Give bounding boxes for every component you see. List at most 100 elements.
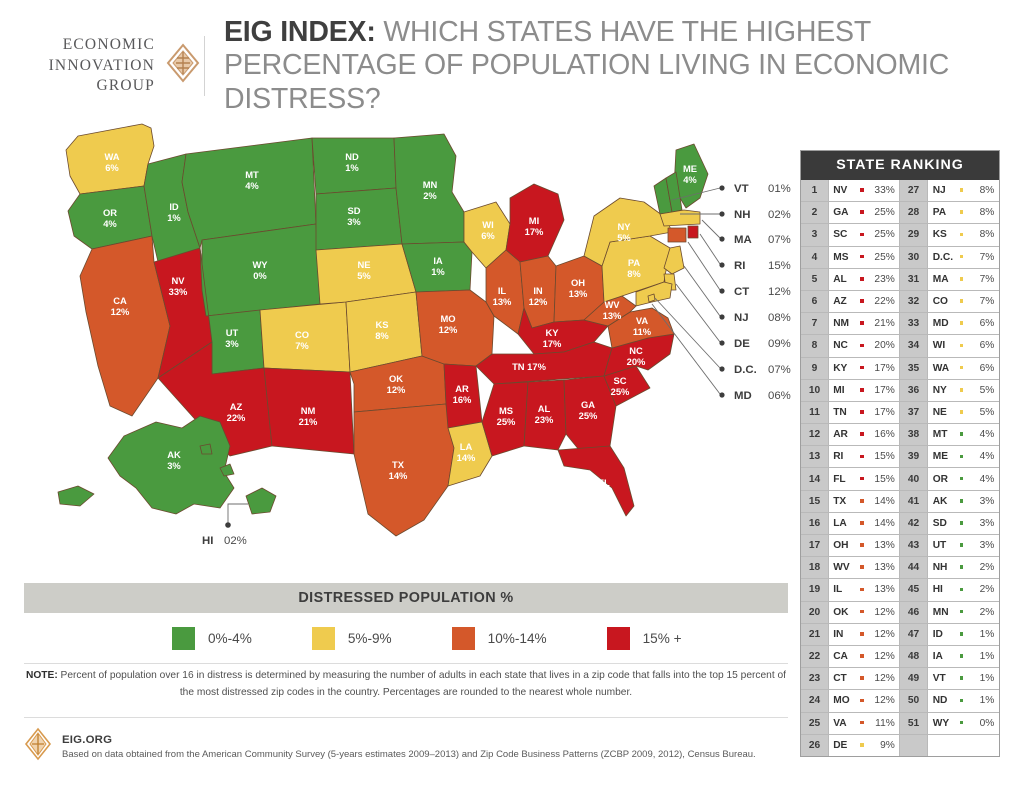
rank-entry-left: TX 14% xyxy=(829,490,900,512)
state-TN[interactable] xyxy=(475,341,613,385)
svg-text:ND: ND xyxy=(345,151,359,162)
svg-text:SD: SD xyxy=(347,205,360,216)
svg-text:7%: 7% xyxy=(295,340,309,351)
state-HI-isl3[interactable] xyxy=(199,443,213,455)
state-AL[interactable] xyxy=(523,379,567,451)
svg-text:NC: NC xyxy=(629,345,643,356)
note-prefix: NOTE: xyxy=(26,670,58,681)
rank-entry-right: SD 3% xyxy=(928,512,999,534)
page-title: EIG INDEX: WHICH STATES HAVE THE HIGHEST… xyxy=(224,16,1014,117)
legend-item-2: 10%-14% xyxy=(451,626,547,650)
rank-number-right: 33 xyxy=(900,313,928,335)
state-CT[interactable] xyxy=(667,227,687,243)
svg-text:GA: GA xyxy=(581,399,595,410)
svg-text:ID: ID xyxy=(169,201,179,212)
svg-text:13%: 13% xyxy=(569,288,588,299)
rank-entry-left: MO 12% xyxy=(829,690,900,712)
svg-text:3%: 3% xyxy=(167,460,181,471)
state-ranking-title: STATE RANKING xyxy=(801,151,999,180)
rank-number-left: 22 xyxy=(801,645,829,668)
brand-line-2: INNOVATION xyxy=(48,56,155,74)
svg-text:TN 17%: TN 17% xyxy=(512,361,547,372)
rank-entry-right: ND 1% xyxy=(928,690,999,712)
legend-item-0: 0%-4% xyxy=(172,626,252,650)
rank-number-right: 28 xyxy=(900,202,928,224)
rank-entry-left: AL 23% xyxy=(829,268,900,290)
rank-entry-right: WA 6% xyxy=(928,357,999,379)
svg-text:AR: AR xyxy=(455,383,469,394)
svg-text:14%: 14% xyxy=(389,470,408,481)
note-text: NOTE: Percent of population over 16 in d… xyxy=(24,668,788,701)
table-row: 6 AZ 22% 32 CO 7% xyxy=(801,289,999,313)
svg-text:4%: 4% xyxy=(245,180,259,191)
table-row: 14 FL 15% 40 OR 4% xyxy=(801,467,999,490)
state-NJ[interactable] xyxy=(663,245,685,275)
rank-number-left: 2 xyxy=(801,202,829,224)
legend-swatch-yellow xyxy=(311,626,335,650)
svg-text:20%: 20% xyxy=(627,356,646,367)
rank-number-right: 40 xyxy=(900,468,928,490)
svg-text:OR: OR xyxy=(103,207,117,218)
rank-number-right: 35 xyxy=(900,357,928,379)
state-DC[interactable] xyxy=(647,293,656,303)
state-AK-aleutians[interactable] xyxy=(57,485,95,507)
svg-text:UT: UT xyxy=(226,327,239,338)
rank-entry-left: MI 17% xyxy=(829,379,900,401)
svg-text:15%: 15% xyxy=(595,488,614,499)
state-IA[interactable] xyxy=(401,241,473,293)
table-row: 5 AL 23% 31 MA 7% xyxy=(801,267,999,290)
table-row: 12 AR 16% 38 MT 4% xyxy=(801,423,999,446)
state-FL[interactable] xyxy=(557,445,635,517)
svg-text:14%: 14% xyxy=(457,452,476,463)
svg-text:AL: AL xyxy=(538,403,551,414)
rank-number-left: 21 xyxy=(801,623,829,645)
svg-text:NY: NY xyxy=(617,221,631,232)
rank-entry-left: NC 20% xyxy=(829,335,900,357)
rank-number-right: 31 xyxy=(900,268,928,290)
table-row: 10 MI 17% 36 NY 5% xyxy=(801,378,999,401)
svg-text:AZ: AZ xyxy=(230,401,243,412)
rank-entry-left: GA 25% xyxy=(829,202,900,224)
rank-number-right: 48 xyxy=(900,645,928,668)
state-RI[interactable] xyxy=(687,225,699,239)
rank-entry-right: IA 1% xyxy=(928,645,999,668)
rank-number-left: 26 xyxy=(801,734,829,756)
footer: EIG.ORG Based on data obtained from the … xyxy=(24,727,814,766)
state-HI[interactable] xyxy=(245,487,277,515)
state-AK[interactable] xyxy=(107,415,235,515)
rank-number-right: 41 xyxy=(900,490,928,512)
svg-text:ME: ME xyxy=(683,163,697,174)
table-row: 25 VA 11% 51 WY 0% xyxy=(801,711,999,734)
svg-text:IA: IA xyxy=(433,255,443,266)
state-VA[interactable] xyxy=(607,307,675,349)
svg-text:33%: 33% xyxy=(169,286,188,297)
rank-number-left: 3 xyxy=(801,224,829,246)
rank-number-right: 50 xyxy=(900,690,928,712)
svg-text:1%: 1% xyxy=(431,266,445,277)
state-HI-isl2[interactable] xyxy=(219,463,235,477)
rank-entry-right: OR 4% xyxy=(928,468,999,490)
svg-text:SC: SC xyxy=(613,375,626,386)
svg-text:WI: WI xyxy=(482,219,493,230)
rank-number-right: 37 xyxy=(900,401,928,424)
svg-text:8%: 8% xyxy=(375,330,389,341)
rank-entry-left: CT 12% xyxy=(829,668,900,690)
svg-text:11%: 11% xyxy=(633,326,652,337)
rank-entry-right: HI 2% xyxy=(928,579,999,601)
legend-item-1: 5%-9% xyxy=(311,626,392,650)
rank-entry-right: MA 7% xyxy=(928,268,999,290)
rank-number-left: 23 xyxy=(801,668,829,690)
us-choropleth-map: WA 6% OR 4% CA 12% ID 1% NV 33% MT 4% WY 0% UT 3… xyxy=(24,116,796,576)
footer-divider xyxy=(24,717,788,718)
footer-site[interactable]: EIG.ORG xyxy=(62,733,113,746)
rank-entry-right: MT 4% xyxy=(928,424,999,446)
rank-entry-right: D.C. 7% xyxy=(928,246,999,268)
state-CA[interactable] xyxy=(79,235,171,417)
svg-text:MS: MS xyxy=(499,405,513,416)
rank-number-left: 14 xyxy=(801,468,829,490)
svg-text:21%: 21% xyxy=(299,416,318,427)
rank-entry-left: NM 21% xyxy=(829,313,900,335)
